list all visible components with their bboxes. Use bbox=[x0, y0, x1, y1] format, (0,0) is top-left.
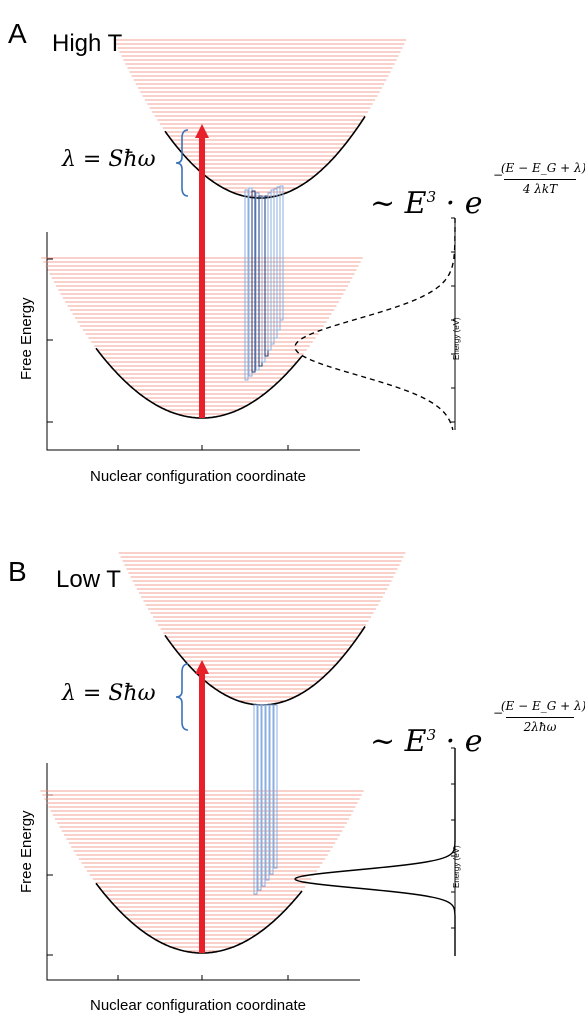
panel-b-diagram bbox=[40, 552, 456, 981]
emission-transition-bar bbox=[261, 704, 266, 887]
absorption-arrow-head bbox=[195, 124, 209, 138]
absorption-arrow-shaft bbox=[199, 136, 205, 418]
emission-dot: · bbox=[445, 186, 456, 221]
panel-a: A High T λ = Sħω ~ E3 · e − (E − E_G + λ… bbox=[0, 0, 585, 508]
emission-prefix: ~ E bbox=[370, 724, 427, 759]
emission-transition-bar bbox=[244, 189, 249, 381]
emission-e: e bbox=[464, 186, 483, 221]
energy-axis-label: Energy (eV) bbox=[452, 317, 461, 360]
absorption-arrow-head bbox=[195, 660, 209, 674]
emission-transition-bar bbox=[253, 704, 258, 895]
emission-transition-bar bbox=[273, 704, 278, 869]
exp-numerator: (E − E_G + λ)² bbox=[500, 161, 585, 175]
axes-frame bbox=[46, 232, 360, 451]
fraction-bar bbox=[506, 717, 574, 718]
axes-frame bbox=[46, 763, 360, 981]
y-axis-label: Free Energy bbox=[18, 810, 35, 893]
excited-state-parabola bbox=[164, 115, 366, 199]
emission-formula: ~ E3 · e bbox=[370, 724, 483, 759]
panel-a-diagram bbox=[41, 39, 456, 451]
lambda-equation: λ = Sħω bbox=[62, 147, 156, 172]
emission-lineshape bbox=[294, 218, 456, 431]
emission-prefix: ~ E bbox=[370, 186, 427, 221]
lambda-brace bbox=[175, 129, 189, 197]
fraction-bar bbox=[504, 179, 576, 180]
panel-letter: B bbox=[8, 556, 27, 587]
emission-formula: ~ E3 · e bbox=[370, 186, 483, 221]
emission-transition-bar bbox=[269, 704, 274, 875]
x-axis-label: Nuclear configuration coordinate bbox=[90, 997, 306, 1014]
emission-transition-bar bbox=[251, 190, 256, 373]
exp-numerator: (E − E_G + λ)² bbox=[500, 699, 585, 713]
exp-denominator: 2λħω bbox=[523, 720, 557, 734]
emission-transition-bar bbox=[279, 185, 284, 321]
absorption-arrow-shaft bbox=[199, 672, 205, 953]
exp-denominator: 4 λkT bbox=[522, 182, 558, 196]
condition-label: Low T bbox=[56, 566, 121, 593]
lambda-equation: λ = Sħω bbox=[62, 681, 156, 706]
y-axis-label: Free Energy bbox=[18, 297, 35, 380]
emission-e: e bbox=[464, 724, 483, 759]
panel-b: B Low T λ = Sħω ~ E3 · e − (E − E_G + λ)… bbox=[0, 508, 585, 1016]
lambda-brace bbox=[175, 663, 189, 731]
emission-power: 3 bbox=[426, 726, 437, 744]
emission-power: 3 bbox=[426, 188, 437, 206]
emission-lineshape bbox=[294, 748, 456, 956]
emission-transition-bar bbox=[265, 704, 270, 881]
panel-letter: A bbox=[8, 18, 27, 49]
exp-sign: − bbox=[492, 168, 504, 182]
exp-sign: − bbox=[492, 706, 504, 720]
condition-label: High T bbox=[52, 30, 123, 57]
emission-transition-bar bbox=[257, 704, 262, 891]
x-axis-label: Nuclear configuration coordinate bbox=[90, 468, 306, 485]
emission-dot: · bbox=[445, 724, 456, 759]
energy-axis-label: Energy (eV) bbox=[452, 845, 461, 888]
